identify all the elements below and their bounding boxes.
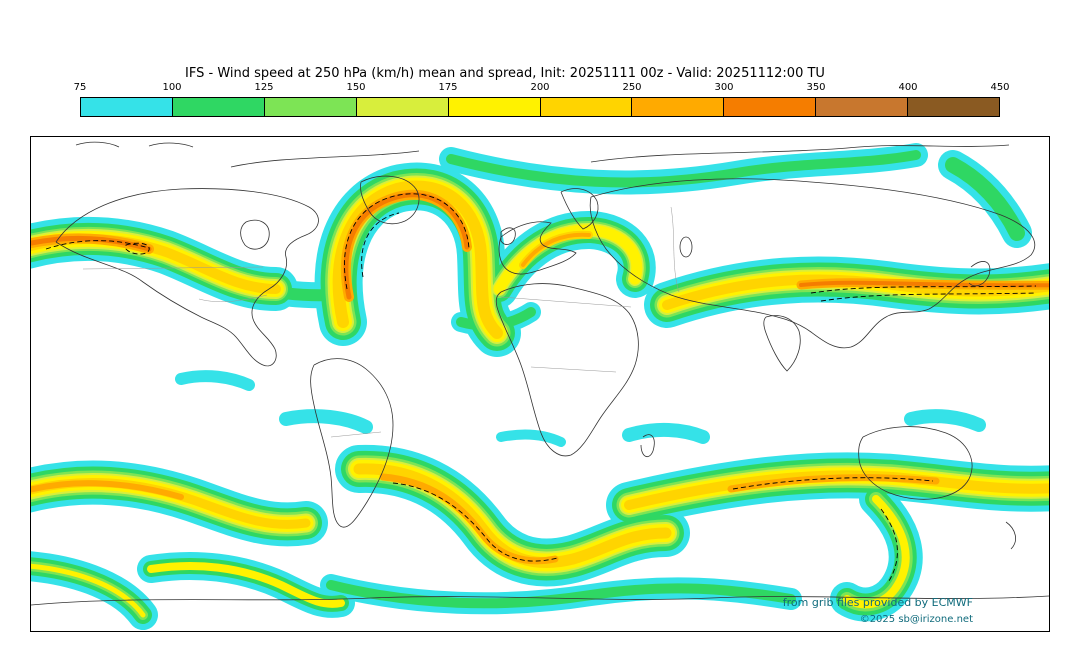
colorbar-tick: 150 [346,82,366,93]
colorbar: 75 100 125 150 175 200 250 300 350 400 450 [74,82,1010,117]
colorbar-segment [724,98,817,116]
colorbar-tick: 200 [530,82,550,93]
coastlines [31,141,1049,606]
credit-copyright: ©2025 sb@irizone.net [859,614,973,625]
chart-title: IFS - Wind speed at 250 hPa (km/h) mean … [185,66,825,81]
colorbar-segment [908,98,1000,116]
colorbar-tick: 300 [714,82,734,93]
colorbar-segment [356,98,449,116]
colorbar-tick: 75 [73,82,87,93]
colorbar-tick: 175 [438,82,458,93]
colorbar-segment [816,98,909,116]
colorbar-segment [172,98,265,116]
colorbar-segment [81,98,173,116]
wind-speed-bands [31,155,1049,615]
spread-contours [45,193,1037,582]
colorbar-tick: 250 [622,82,642,93]
map-frame: from grib files provided by ECMWF ©2025 … [30,136,1050,632]
colorbar-tick: 125 [254,82,274,93]
colorbar-segment [540,98,633,116]
colorbar-ticks: 75 100 125 150 175 200 250 300 350 400 450 [74,82,1010,97]
colorbar-tick: 400 [898,82,918,93]
colorbar-tick: 100 [162,82,182,93]
credit-ecmwf: from grib files provided by ECMWF [782,596,973,609]
colorbar-segments [80,97,1000,117]
colorbar-segment [264,98,357,116]
colorbar-segment [632,98,725,116]
world-map [31,141,1049,631]
colorbar-segment [448,98,541,116]
colorbar-tick: 350 [806,82,826,93]
colorbar-tick: 450 [990,82,1010,93]
